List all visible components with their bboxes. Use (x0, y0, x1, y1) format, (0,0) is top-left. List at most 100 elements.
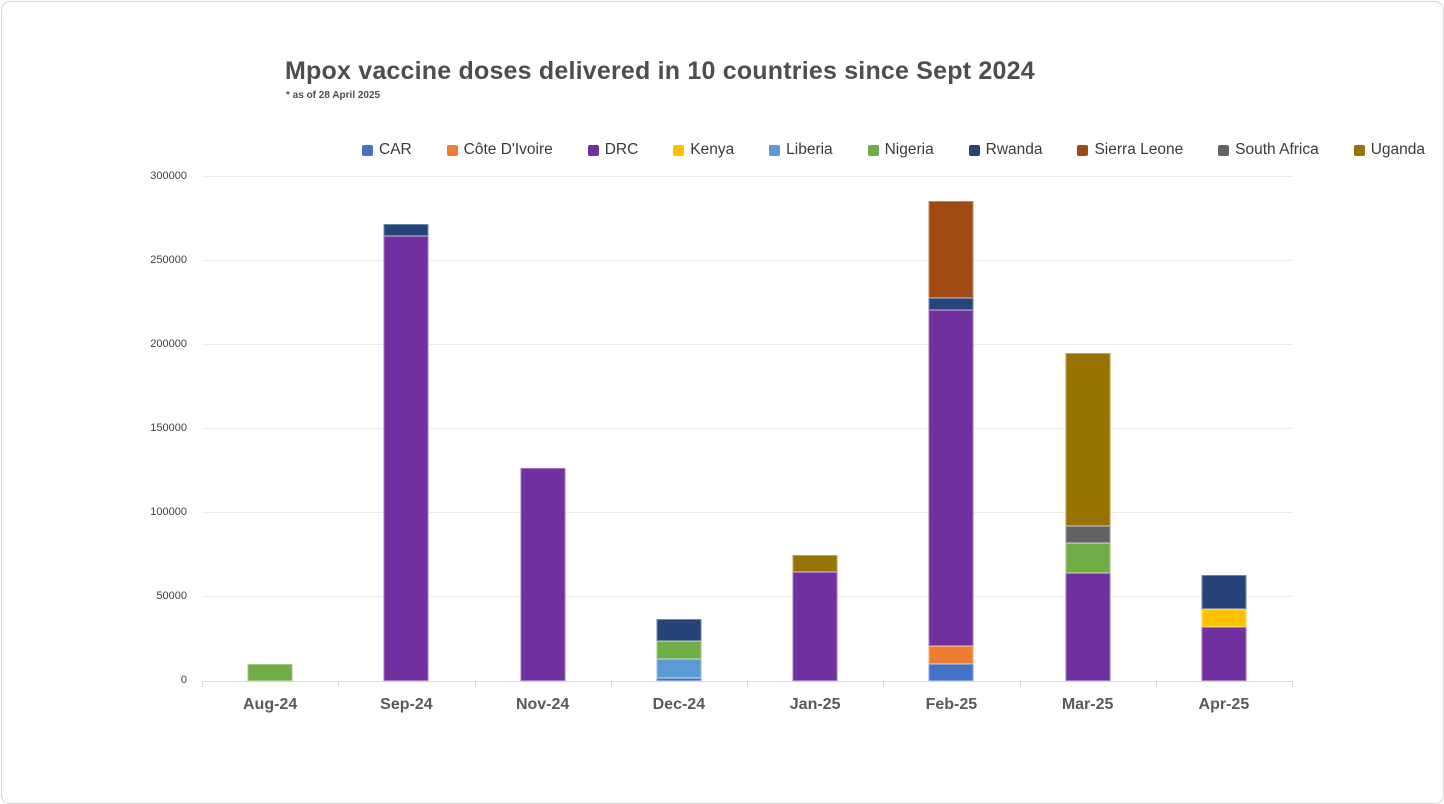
bar-segment-nigeria (656, 640, 702, 660)
legend-swatch (362, 144, 373, 156)
bar-slot-jan-25 (747, 177, 883, 681)
bar-slot-mar-25 (1020, 177, 1156, 681)
bar-segment-uganda (1065, 353, 1111, 527)
x-tick-label-jan-25: Jan-25 (789, 696, 841, 713)
bar-slot-feb-25 (883, 177, 1019, 681)
axis-tick (610, 681, 612, 687)
legend-item-kenya: Kenya (673, 141, 734, 159)
bar-segment-rwanda (656, 618, 702, 641)
legend-label: Rwanda (985, 141, 1043, 158)
legend-item-nigeria: Nigeria (867, 141, 934, 159)
legend-swatch (1077, 144, 1089, 156)
legend-swatch (867, 144, 879, 156)
x-tick-label-feb-25: Feb-25 (925, 696, 978, 713)
legend-item-drc: DRC (587, 141, 639, 159)
legend-label: Sierra Leone (1094, 141, 1184, 158)
axis-tick (338, 681, 340, 687)
bar-segment-uganda (792, 555, 838, 572)
gridline-50000: 50000 (156, 590, 1292, 602)
axis-tick (1155, 681, 1157, 687)
x-tick-label-apr-25: Apr-25 (1198, 696, 1250, 713)
y-tick-label: 150000 (150, 422, 187, 434)
y-tick-label: 100000 (150, 506, 187, 518)
legend-item-south-africa: South Africa (1218, 141, 1319, 159)
axis-tick (474, 681, 476, 687)
gridline-200000: 200000 (150, 338, 1292, 350)
bar-apr-25 (1201, 575, 1247, 681)
bar-segment-drc (928, 309, 974, 646)
legend-swatch (587, 144, 599, 156)
bar-segment-rwanda (1201, 575, 1247, 609)
legend-label: Côte D'Ivoire (463, 141, 553, 158)
bar-slot-aug-24 (202, 177, 338, 681)
bar-segment-drc (383, 235, 429, 681)
y-tick-label: 0 (180, 674, 187, 686)
legend-swatch (446, 144, 458, 156)
legend-label: DRC (604, 141, 639, 158)
bar-segment-rwanda (383, 224, 429, 236)
y-tick-label: 250000 (150, 254, 187, 266)
bar-feb-25 (928, 200, 974, 681)
gridline-150000: 150000 (150, 422, 1292, 434)
chart-title: Mpox vaccine doses delivered in 10 count… (285, 57, 1035, 85)
bar-slot-dec-24 (611, 177, 747, 681)
legend-swatch (1218, 144, 1230, 156)
bar-segment-drc (520, 467, 566, 681)
bar-nov-24 (520, 467, 566, 681)
gridline-300000: 300000 (150, 170, 1292, 182)
bar-aug-24 (247, 664, 293, 681)
legend-item-rwanda: Rwanda (968, 141, 1043, 159)
legend-item-car: CAR (362, 141, 412, 159)
bar-segment-south-africa (1065, 526, 1111, 544)
bar-slot-sep-24 (338, 177, 474, 681)
bar-segment-sierra-leone (928, 200, 974, 298)
bar-segment-kenya (1201, 608, 1247, 628)
gridline-100000: 100000 (150, 506, 1292, 518)
legend: CAR Côte D'Ivoire DRC Kenya Liberia Nigeria Rw… (362, 141, 1425, 159)
x-tick-label-dec-24: Dec-24 (652, 696, 706, 713)
legend-swatch (673, 144, 685, 156)
axis-tick (202, 681, 203, 687)
axis-tick (883, 681, 885, 687)
legend-label: CAR (379, 141, 412, 158)
bar-slot-nov-24 (475, 177, 611, 681)
legend-label: Uganda (1370, 141, 1425, 158)
legend-item-sierra-leone: Sierra Leone (1077, 141, 1183, 159)
bar-segment-liberia (656, 659, 702, 678)
legend-label: Liberia (786, 141, 833, 158)
bar-segment-drc (792, 571, 838, 681)
y-tick-label: 200000 (150, 338, 187, 350)
bar-jan-25 (792, 555, 838, 681)
axis-tick (1019, 681, 1021, 687)
chart-subtitle: * as of 28 April 2025 (286, 90, 381, 101)
axis-tick (747, 681, 748, 687)
legend-label: Kenya (690, 141, 735, 158)
y-tick-label: 50000 (156, 590, 187, 602)
gridline-0: 0 (181, 674, 1292, 686)
bar-segment-rwanda (928, 297, 974, 310)
x-tick-label-nov-24: Nov-24 (515, 696, 570, 713)
bar-segment-nigeria (1065, 543, 1111, 574)
bar-segment-car (656, 677, 702, 681)
x-tick-label-aug-24: Aug-24 (243, 696, 298, 713)
bar-segment-car (928, 664, 974, 681)
bar-segment-nigeria (247, 664, 293, 681)
legend-swatch (769, 144, 781, 156)
bar-mar-25 (1065, 353, 1111, 681)
bar-slot-apr-25 (1156, 177, 1292, 681)
legend-label: South Africa (1235, 141, 1319, 158)
legend-swatch (1353, 144, 1365, 156)
legend-item-liberia: Liberia (769, 141, 833, 159)
y-tick-label: 300000 (150, 170, 187, 182)
bar-segment-c-te-d-ivoire (928, 645, 974, 665)
legend-item-uganda: Uganda (1353, 141, 1425, 159)
plot-area: 0 50000 100000 150000 200000 250000 300000 (150, 170, 1293, 687)
bar-segment-drc (1065, 573, 1111, 681)
bar-segment-drc (1201, 627, 1247, 681)
bar-dec-24 (656, 618, 702, 681)
x-tick-label-sep-24: Sep-24 (380, 696, 433, 713)
legend-swatch (968, 144, 980, 156)
gridline-250000: 250000 (150, 254, 1292, 266)
x-tick-label-mar-25: Mar-25 (1061, 696, 1114, 713)
